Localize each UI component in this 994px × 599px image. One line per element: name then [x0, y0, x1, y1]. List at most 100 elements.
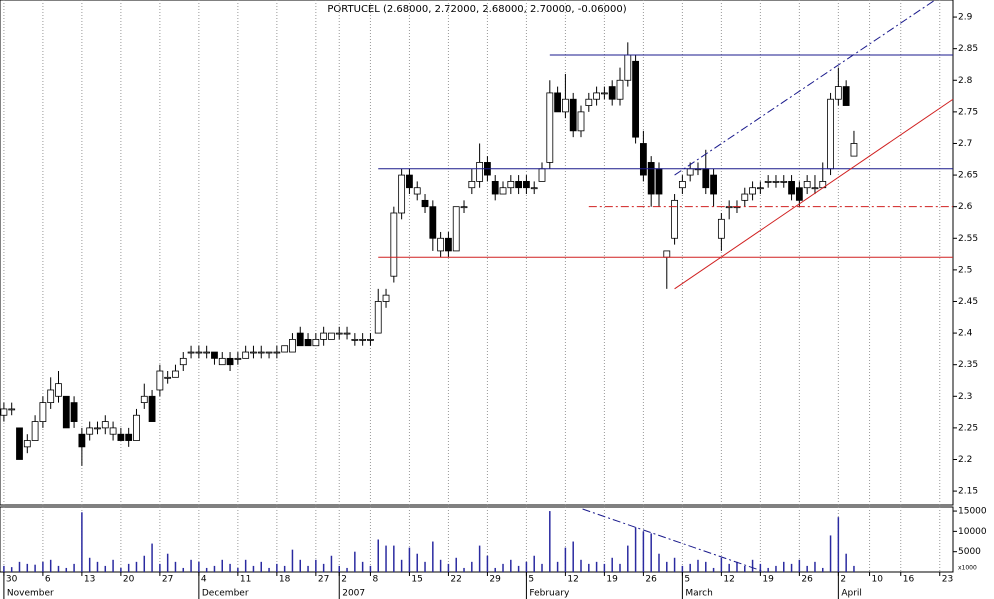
x-tick-label: 19 [606, 575, 618, 585]
candle-body [749, 187, 756, 195]
volume-frame [0, 506, 954, 573]
x-tick-label: 6 [45, 575, 51, 585]
candle-body [148, 395, 156, 422]
candle-body [616, 79, 624, 100]
trend-line [674, 0, 936, 176]
candle-body [86, 427, 94, 435]
volume-y-tick-label: 10000 [958, 527, 987, 537]
price-frame [0, 0, 954, 506]
y-tick-label: 2.55 [958, 234, 978, 244]
candle-body [125, 433, 133, 441]
candle-body [133, 414, 140, 441]
x-tick-label: 23 [942, 575, 953, 585]
candle-body [437, 237, 445, 252]
candle-body [608, 86, 616, 100]
candle-body [78, 433, 86, 448]
candle-body [211, 351, 218, 359]
candle-body [468, 180, 476, 189]
candle-body [554, 92, 562, 113]
candle-body [515, 180, 523, 189]
candle-body [351, 339, 359, 341]
x-tick-label: 29 [489, 575, 501, 585]
x-tick-label: 4 [201, 575, 207, 585]
candle-body [569, 98, 577, 132]
candle-body [491, 180, 499, 195]
x-tick-label: 20 [123, 575, 135, 585]
volume-y-tick-label: 15000 [958, 507, 987, 517]
x-tick-label: 27 [162, 575, 173, 585]
candle-body [624, 54, 632, 81]
x-tick-label: 26 [645, 575, 657, 585]
candle-body [678, 180, 686, 189]
candle-body [499, 187, 507, 195]
x-tick-label: 5 [528, 575, 534, 585]
candle-body [226, 357, 234, 366]
candle-body [109, 427, 117, 435]
y-tick-label: 2.4 [958, 329, 973, 339]
candle-body [413, 187, 421, 195]
x-tick-label: 27 [318, 575, 329, 585]
candle-body [101, 421, 109, 429]
candle-body [647, 162, 655, 195]
candle-body [367, 339, 374, 341]
x-tick-label: 30 [6, 575, 18, 585]
month-label: December [202, 589, 249, 599]
y-tick-label: 2.6 [958, 202, 973, 212]
candle-body [655, 168, 663, 195]
x-tick-label: 18 [279, 575, 291, 585]
candle-body [788, 180, 795, 195]
candle-body [546, 92, 554, 163]
candle-body [741, 193, 749, 201]
candle-body [94, 427, 101, 430]
y-tick-label: 2.75 [958, 107, 978, 117]
candle-body [507, 180, 515, 189]
candle-body [117, 433, 125, 441]
x-tick-label: 26 [801, 575, 813, 585]
candle-body [218, 357, 226, 366]
candle-body [717, 218, 725, 239]
y-tick-label: 2.8 [958, 76, 973, 86]
candle-body [242, 351, 250, 359]
candle-body [335, 332, 343, 335]
candle-body [140, 395, 148, 404]
candle-body [764, 180, 772, 183]
candle-body [39, 402, 47, 422]
candle-body [538, 168, 546, 182]
candle-body [445, 237, 452, 252]
candle-body [203, 351, 211, 354]
candle-body [343, 332, 351, 335]
candle-body [31, 421, 39, 441]
candle-body [842, 86, 850, 106]
volume-unit: x1000 [958, 565, 977, 572]
candle-body [756, 187, 764, 190]
candle-body [250, 351, 257, 354]
candle-body [62, 395, 70, 429]
candle-body [265, 351, 273, 354]
candle-body [639, 143, 647, 176]
x-tick-label: 15 [411, 575, 422, 585]
x-tick-label: 12 [567, 575, 578, 585]
y-tick-label: 2.5 [958, 265, 972, 275]
candle-body [523, 180, 530, 189]
x-tick-label: 22 [450, 575, 461, 585]
candle-body [406, 174, 413, 189]
x-tick-label: 2 [341, 575, 347, 585]
candle-body [429, 206, 437, 239]
candle-body [593, 92, 600, 100]
candle-body [772, 180, 780, 183]
month-label: November [7, 589, 54, 599]
y-tick-label: 2.7 [958, 139, 972, 149]
candle-body [710, 174, 717, 195]
y-tick-label: 2.65 [958, 171, 978, 181]
candle-body [476, 162, 484, 182]
candle-body [296, 332, 304, 347]
chart-title: PORTUCEL (2.68000, 2.72000, 2.68000, 2.7… [327, 4, 626, 15]
x-tick-label: 8 [372, 575, 378, 585]
candle-body [390, 212, 398, 277]
candle-body [382, 294, 390, 302]
x-tick-label: 13 [84, 575, 95, 585]
candle-body [289, 339, 296, 353]
y-tick-label: 2.35 [958, 360, 978, 370]
x-tick-label: 11 [240, 575, 251, 585]
